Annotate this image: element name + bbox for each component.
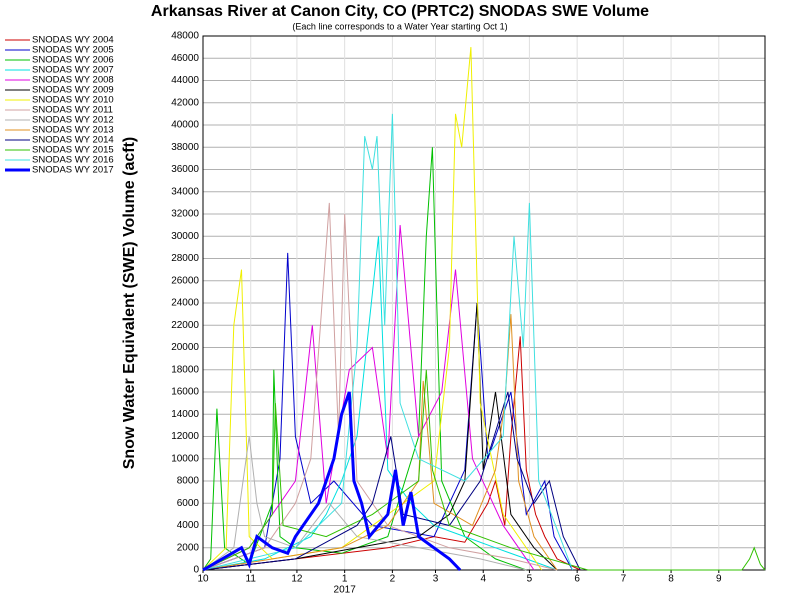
y-tick-label: 18000 [171, 364, 199, 375]
y-tick-label: 40000 [171, 120, 199, 131]
y-tick-label: 30000 [171, 231, 199, 242]
x-tick-label: 6 [574, 574, 580, 585]
legend-label: SNODAS WY 2015 [32, 145, 114, 156]
y-tick-label: 24000 [171, 298, 199, 309]
y-tick-label: 28000 [171, 253, 199, 264]
y-tick-label: 38000 [171, 142, 199, 153]
legend-label: SNODAS WY 2016 [32, 155, 114, 166]
legend-label: SNODAS WY 2009 [32, 85, 114, 96]
x-annotation: 2017 [334, 585, 357, 596]
plot-frame [202, 35, 766, 571]
legend-label: SNODAS WY 2004 [32, 35, 114, 46]
x-tick-label: 5 [527, 574, 533, 585]
series-line [202, 369, 766, 571]
legend-label: SNODAS WY 2010 [32, 95, 114, 106]
y-tick-label: 44000 [171, 75, 199, 86]
x-tick-label: 3 [433, 574, 439, 585]
y-tick-label: 36000 [171, 164, 199, 175]
x-tick-label: 1 [342, 574, 348, 585]
chart-subtitle: (Each line corresponds to a Water Year s… [292, 21, 507, 31]
chart-title: Arkansas River at Canon City, CO (PRTC2)… [151, 3, 649, 20]
legend-label: SNODAS WY 2005 [32, 45, 114, 56]
legend-label: SNODAS WY 2017 [32, 165, 114, 176]
y-tick-label: 46000 [171, 53, 199, 64]
legend-label: SNODAS WY 2008 [32, 75, 114, 86]
x-tick-label: 7 [621, 574, 627, 585]
x-tick-label: 2 [390, 574, 396, 585]
x-tick-label: 10 [197, 574, 209, 585]
series-line [202, 202, 558, 571]
y-tick-label: 42000 [171, 97, 199, 108]
x-tick-label: 11 [246, 574, 257, 585]
y-tick-label: 10000 [171, 453, 199, 464]
series-line [202, 391, 462, 572]
y-tick-label: 20000 [171, 342, 199, 353]
y-tick-label: 0 [193, 565, 199, 576]
legend-label: SNODAS WY 2007 [32, 65, 114, 76]
legend-label: SNODAS WY 2006 [32, 55, 114, 66]
series-line [202, 336, 581, 571]
x-tick-label: 9 [716, 574, 722, 585]
y-tick-label: 16000 [171, 387, 199, 398]
y-tick-label: 32000 [171, 209, 199, 220]
legend-label: SNODAS WY 2013 [32, 125, 114, 136]
legend-label: SNODAS WY 2012 [32, 115, 114, 126]
legend-label: SNODAS WY 2011 [32, 105, 113, 116]
y-tick-label: 4000 [177, 520, 200, 531]
y-tick-label: 12000 [171, 431, 199, 442]
legend-label: SNODAS WY 2014 [32, 135, 114, 146]
y-tick-label: 8000 [177, 476, 200, 487]
y-tick-label: 22000 [171, 320, 199, 331]
y-tick-label: 2000 [177, 542, 200, 553]
y-axis-label: Snow Water Equivalent (SWE) Volume (acft… [121, 137, 138, 469]
series-line [202, 314, 558, 571]
x-tick-label: 12 [291, 574, 303, 585]
x-tick-label: 4 [480, 574, 486, 585]
y-tick-label: 14000 [171, 409, 199, 420]
series-line [202, 47, 543, 571]
series-line [202, 113, 573, 571]
series-line [202, 302, 558, 571]
y-tick-label: 48000 [171, 31, 199, 42]
series-line [202, 147, 527, 571]
y-tick-label: 6000 [177, 498, 200, 509]
series-line [202, 391, 581, 571]
y-tick-label: 34000 [171, 186, 199, 197]
y-tick-label: 26000 [171, 275, 199, 286]
x-tick-label: 8 [668, 574, 674, 585]
series-line [202, 225, 535, 571]
